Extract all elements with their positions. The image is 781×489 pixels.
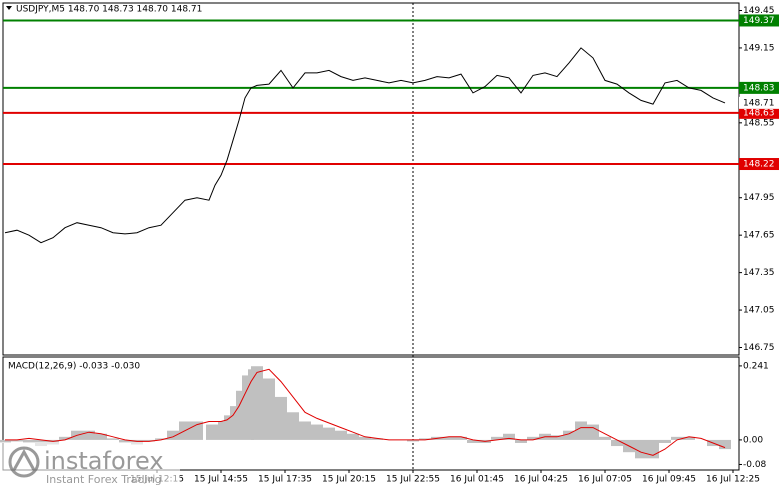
y-tick-label: 147.05	[743, 306, 775, 316]
macd-bar	[467, 439, 479, 443]
y-tick-label: 147.35	[743, 268, 775, 278]
x-tick-label: 16 Jul 09:45	[642, 475, 696, 485]
x-tick-label: 15 Jul 17:35	[258, 475, 312, 485]
macd-bar	[251, 366, 263, 440]
level-label: 148.22	[743, 160, 775, 170]
macd-bar	[230, 406, 236, 440]
macd-bar	[155, 438, 167, 440]
macd-bar	[575, 421, 587, 440]
macd-title: MACD(12,26,9) -0.033 -0.030	[8, 362, 140, 372]
macd-bar	[659, 439, 671, 443]
x-tick-label: 15 Jul 20:15	[322, 475, 376, 485]
level-label-bg	[739, 81, 779, 94]
macd-bar	[491, 436, 503, 440]
macd-bar	[119, 439, 131, 443]
macd-bar	[551, 435, 563, 440]
macd-bar	[563, 430, 575, 440]
macd-bar	[206, 424, 212, 440]
level-label: 148.63	[743, 108, 775, 118]
y-tick-label: 147.95	[743, 193, 775, 203]
macd-bar	[0, 439, 11, 443]
macd-bar	[671, 436, 683, 440]
y-tick-label: 148.55	[743, 118, 775, 128]
macd-bar	[242, 375, 248, 440]
y-tick-label: 146.75	[743, 343, 775, 353]
y-tick-label: 149.45	[743, 6, 775, 16]
macd-bar	[224, 415, 230, 440]
y-tick-label: 0.00	[743, 435, 763, 445]
main-panel	[2, 2, 740, 356]
level-label-bg	[739, 14, 779, 27]
macd-bar	[23, 439, 35, 443]
x-tick-label: 16 Jul 07:05	[578, 475, 632, 485]
signal-line	[5, 368, 726, 456]
macd-bar	[263, 378, 275, 440]
menu-arrow	[6, 6, 12, 10]
x-tick-label: 16 Jul 01:45	[450, 475, 504, 485]
current-price-label: 148.71	[743, 98, 775, 108]
current-price-bg	[739, 96, 779, 109]
macd-bar	[335, 430, 347, 440]
macd-bar	[323, 427, 335, 440]
macd-bar	[287, 412, 299, 440]
y-tick-label: 149.15	[743, 43, 775, 53]
y-tick-label: 0.241	[743, 361, 769, 371]
macd-bar	[11, 439, 23, 442]
macd-bar	[635, 439, 647, 459]
macd-bar	[311, 424, 323, 440]
macd-bar	[83, 430, 95, 440]
macd-bar	[503, 433, 515, 440]
macd-bar	[407, 439, 419, 442]
level-label: 149.37	[743, 16, 775, 26]
level-label: 148.83	[743, 83, 775, 93]
macd-bar	[59, 436, 71, 440]
logo-mark	[12, 448, 36, 471]
macd-bar	[455, 436, 467, 440]
level-label-bg	[739, 158, 779, 171]
macd-bar	[275, 396, 287, 440]
macd-bar	[167, 430, 179, 440]
price-line	[4, 47, 726, 244]
macd-bar	[599, 436, 611, 440]
macd-bar	[299, 421, 311, 440]
chart-title: USDJPY,M5 148.70 148.73 148.70 148.71	[16, 5, 202, 15]
macd-bar	[212, 424, 218, 440]
macd-bar	[587, 424, 599, 440]
macd-bar	[236, 390, 242, 440]
macd-bar	[719, 439, 731, 450]
x-tick-label: 15 Jul 22:55	[386, 475, 440, 485]
x-tick-label: 15 Jul 14:55	[194, 475, 248, 485]
macd-bar	[527, 436, 539, 440]
macd-bar	[443, 436, 455, 440]
x-tick-label: 16 Jul 04:25	[514, 475, 568, 485]
brand: instaforex	[44, 447, 164, 475]
macd-bar	[95, 433, 107, 440]
level-label-bg	[739, 106, 779, 119]
x-tick-label: 16 Jul 12:25	[706, 475, 760, 485]
y-tick-label: 147.65	[743, 231, 775, 241]
macd-bar	[683, 436, 695, 440]
macd-bar	[218, 421, 224, 440]
tagline: Instant Forex Trading	[46, 473, 162, 486]
macd-bar	[143, 439, 155, 442]
macd-bar	[611, 439, 623, 447]
macd-bar	[515, 439, 527, 443]
logo-ring	[8, 446, 40, 478]
macd-bar	[347, 433, 359, 440]
macd-bar	[107, 438, 119, 440]
macd-bar	[359, 436, 371, 440]
watermark: instaforex Instant Forex Trading	[0, 442, 180, 489]
macd-bar	[419, 438, 431, 440]
macd-bar	[371, 438, 383, 440]
y-tick-label: -0.08	[743, 460, 767, 470]
